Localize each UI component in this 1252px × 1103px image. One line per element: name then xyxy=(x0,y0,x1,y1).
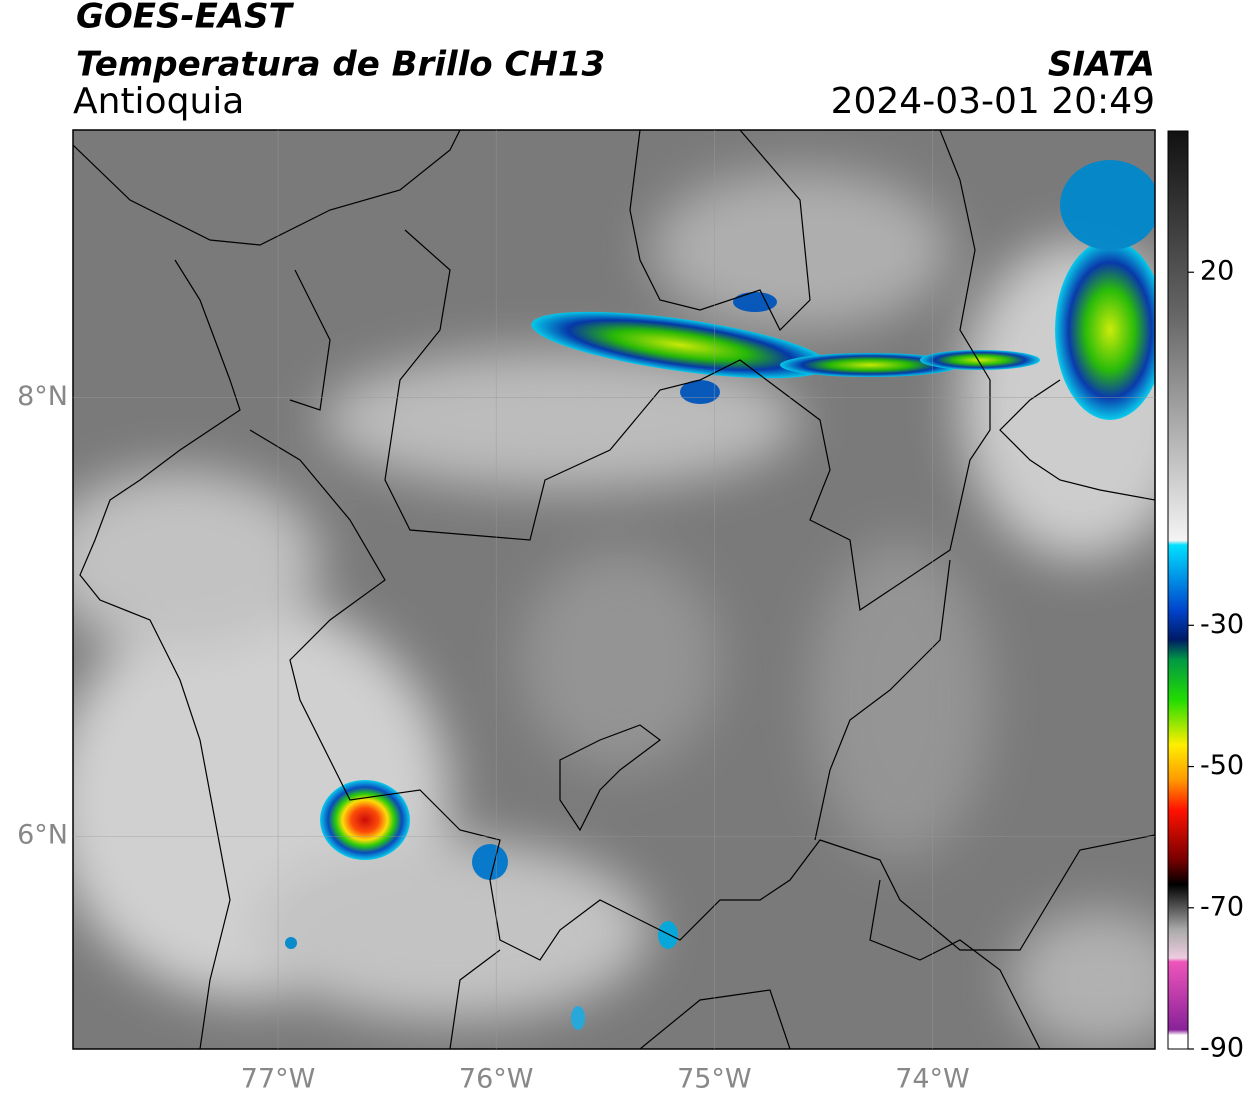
subtitle: Temperatura de Brillo CH13 xyxy=(76,45,605,85)
colorbar-tick-label: -90 xyxy=(1200,1033,1244,1064)
datetime: 2024-03-01 20:49 xyxy=(831,81,1155,122)
colorbar-tick-label: -50 xyxy=(1200,750,1244,781)
source: SIATA xyxy=(1048,45,1155,85)
title: GOES-EAST xyxy=(76,0,295,37)
colorbar-tick-label: -70 xyxy=(1200,891,1244,922)
x-tick-label: 75°W xyxy=(677,1064,752,1095)
x-tick-label: 74°W xyxy=(895,1064,970,1095)
x-tick-label: 77°W xyxy=(241,1064,316,1095)
map-frame xyxy=(72,129,1156,1050)
y-tick-label: 6°N xyxy=(17,820,68,851)
colorbar-tick-label: -30 xyxy=(1200,609,1244,640)
colorbar-tick-label: 20 xyxy=(1200,256,1234,287)
colorbar xyxy=(1167,130,1189,1050)
region: Antioquia xyxy=(73,81,244,122)
x-tick-label: 76°W xyxy=(459,1064,534,1095)
y-tick-label: 8°N xyxy=(17,381,68,412)
satellite-image xyxy=(73,130,1155,1049)
